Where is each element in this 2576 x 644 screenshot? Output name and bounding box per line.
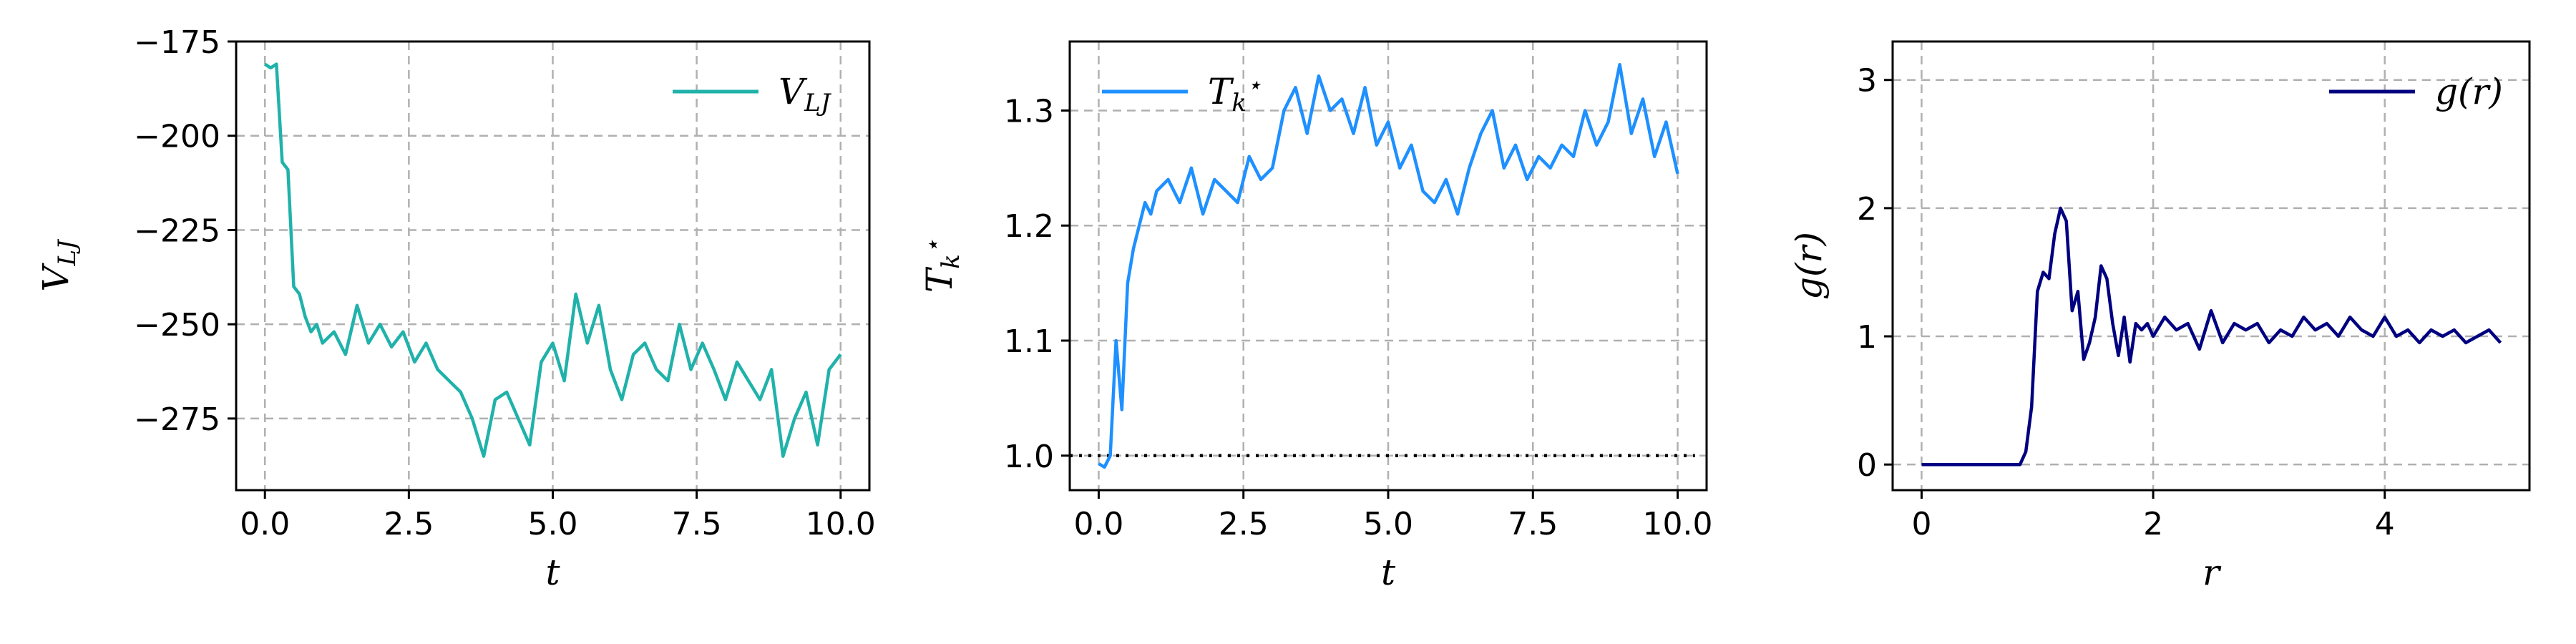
x-tick-label: 7.5 [672,506,722,542]
x-tick-label: 5.0 [1363,506,1413,542]
y-tick-label: 1.1 [1004,323,1054,360]
chart-panel-2: 0.0 2.5 5.0 7.5 10.0 1.0 1.1 1.2 1.3 t Tk⋆ Tk⋆ [919,40,1713,593]
legend: g(r) [2329,71,2503,112]
series-line-1 [263,62,842,458]
x-tick-label: 7.5 [1508,506,1558,542]
x-tick-label: 10.0 [1643,506,1713,542]
plot-frame [1891,40,2531,492]
y-tick-label: 1.0 [1004,439,1054,475]
chart-panel-1: 0.0 2.5 5.0 7.5 10.0 −175 −200 −225 −250 −275 t VLJ… [35,24,876,593]
x-tick-label: 0 [1911,506,1931,542]
y-tick-label: 1.2 [1004,208,1054,245]
x-tick-label: 10.0 [806,506,876,542]
legend-label: g(r) [2435,71,2503,112]
y-tick-label: 1.3 [1004,93,1054,130]
x-axis-label: r [2202,552,2222,593]
x-tick-label: 5.0 [528,506,578,542]
x-tick-label: 0.0 [240,506,290,542]
y-tick-label: −175 [134,24,220,61]
legend-label: Tk⋆ [1208,71,1262,117]
x-tick-label: 0.0 [1073,506,1123,542]
series-line-1 [1921,206,2502,467]
chart-panel-3: 0 2 4 0 1 2 3 r g(r) g(r) [1788,40,2531,593]
x-tick-label: 2.5 [1219,506,1269,542]
y-axis-label: VLJ [35,238,82,292]
y-tick-label: 2 [1857,191,1877,228]
x-axis-label: t [545,552,560,593]
y-tick-label: −225 [134,213,220,249]
plot-frame [235,40,871,492]
y-tick-label: 0 [1857,447,1877,484]
y-tick-label: −250 [134,307,220,343]
x-tick-label: 2.5 [384,506,434,542]
x-axis-label: t [1381,552,1396,593]
y-tick-label: −200 [134,119,220,155]
legend-label: VLJ [779,71,832,117]
y-axis-label: g(r) [1788,232,1830,300]
legend: Tk⋆ [1102,71,1262,117]
y-tick-label: −275 [134,401,220,438]
y-tick-label: 3 [1857,63,1877,99]
y-tick-label: 1 [1857,319,1877,356]
x-tick-label: 2 [2143,506,2163,542]
legend: VLJ [673,71,832,117]
series-line-1 [1098,62,1679,469]
y-axis-label: Tk⋆ [919,239,965,293]
x-tick-label: 4 [2375,506,2395,542]
